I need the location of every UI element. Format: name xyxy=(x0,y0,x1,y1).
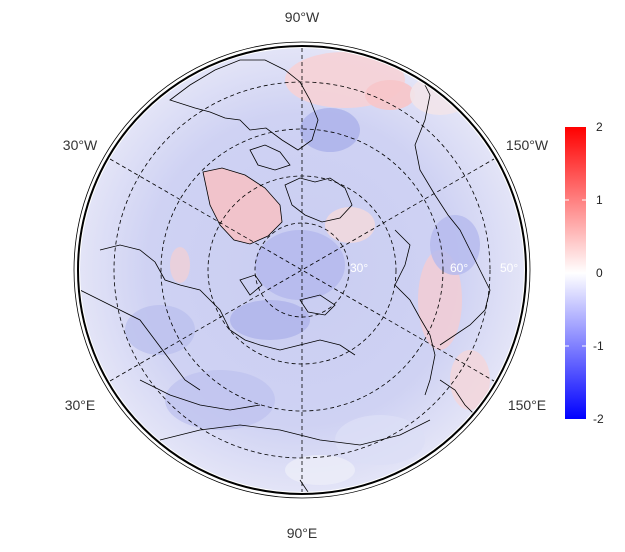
colorbar-tick-0: 0 xyxy=(596,266,603,280)
lon-label-upper-right: 150°W xyxy=(506,137,549,153)
colorbar-tick-1: 1 xyxy=(596,193,603,207)
lon-label-bottom: 90°E xyxy=(287,525,318,541)
colorbar-tick-neg1: -1 xyxy=(593,339,604,353)
colorbar: 2 1 0 -1 -2 xyxy=(565,120,604,426)
coastlines xyxy=(80,59,491,492)
lat-label-50: 50° xyxy=(500,261,518,275)
graticule xyxy=(109,48,495,492)
lat-label-60: 60° xyxy=(450,261,468,275)
lon-label-lower-left: 30°E xyxy=(65,397,96,413)
map-border xyxy=(77,45,527,495)
lon-label-upper-left: 30°W xyxy=(63,137,98,153)
lon-label-lower-right: 150°E xyxy=(508,397,546,413)
colorbar-tick-2: 2 xyxy=(596,120,603,134)
lon-label-top: 90°W xyxy=(285,9,320,25)
lat-label-30: 30° xyxy=(350,261,368,275)
colorbar-tick-neg2: -2 xyxy=(593,412,604,426)
colorbar-ramp xyxy=(565,127,586,419)
